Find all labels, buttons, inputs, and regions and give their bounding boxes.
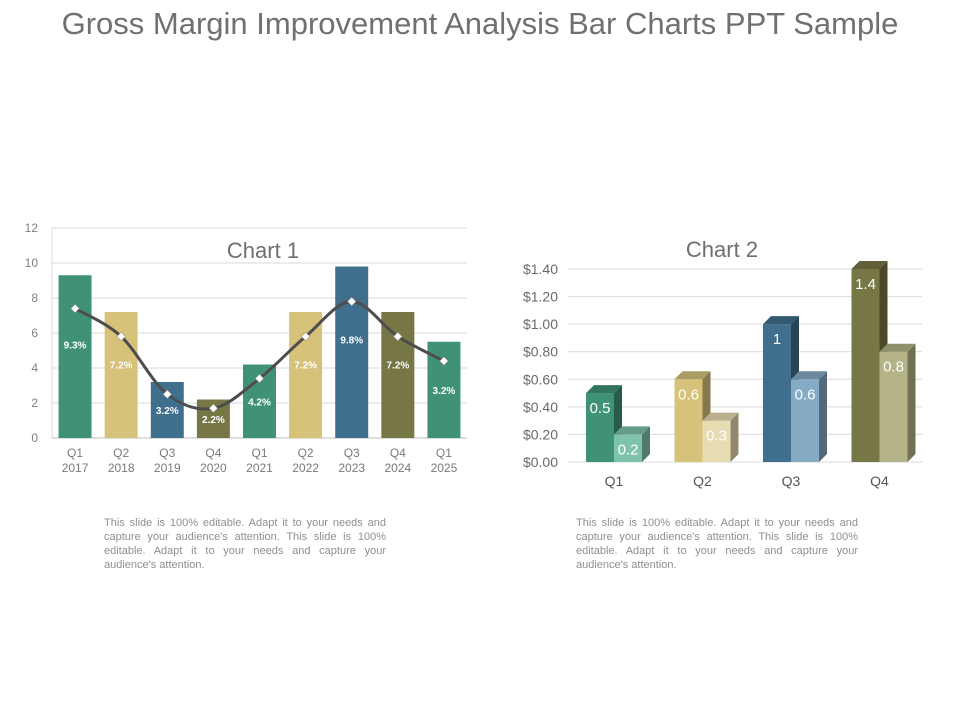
- bar-side: [730, 412, 739, 462]
- bar: [58, 275, 92, 438]
- trend-point: [301, 331, 311, 342]
- data-label: 0.5: [590, 400, 611, 417]
- x-tick-label: Q3: [782, 473, 801, 489]
- y-tick-label: $0.00: [523, 454, 558, 470]
- bar-top: [763, 316, 799, 325]
- bar-top: [702, 412, 739, 421]
- x-tick-label: 2021: [246, 461, 273, 475]
- chart-title: Chart 2: [686, 237, 758, 262]
- bar: [586, 393, 614, 462]
- x-tick-label: 2024: [384, 461, 411, 475]
- caption-left: This slide is 100% editable. Adapt it to…: [104, 517, 386, 571]
- bar-side: [907, 343, 916, 462]
- x-tick-label: Q1: [436, 446, 452, 460]
- chart-2: $0.00 $0.20 $0.40 $0.60 $0.80 $1.00 $1.20 $1.40…: [523, 237, 922, 489]
- trend-point: [393, 331, 403, 342]
- x-tick-label: 2020: [200, 461, 227, 475]
- y-tick-label: $1.20: [523, 289, 558, 305]
- x-tick-label: Q3: [159, 446, 175, 460]
- bar-top: [791, 371, 827, 380]
- y-tick-label: $0.40: [523, 399, 558, 415]
- data-label: 0.8: [883, 359, 904, 376]
- y-tick-label: 4: [31, 361, 38, 375]
- y-tick-label: 8: [31, 291, 38, 305]
- x-tick-label: Q1: [251, 446, 267, 460]
- trend-point: [254, 373, 265, 384]
- x-tick-label: Q4: [390, 446, 406, 460]
- data-label: 9.8%: [340, 336, 363, 347]
- y-tick-label: 2: [31, 396, 38, 410]
- x-tick-label: Q3: [344, 446, 360, 460]
- data-label: 0.6: [678, 386, 699, 403]
- data-label: 7.2%: [386, 361, 409, 372]
- data-label: 2.2%: [202, 415, 225, 426]
- bar: [851, 269, 880, 462]
- bar-top: [851, 261, 888, 269]
- data-label: 7.2%: [110, 361, 133, 372]
- y-tick-label: $0.80: [523, 344, 558, 360]
- bar: [381, 312, 415, 438]
- x-tick-label: Q2: [113, 446, 129, 460]
- trend-point: [162, 389, 172, 399]
- bar: [763, 324, 791, 462]
- x-tick-label: 2025: [431, 461, 458, 475]
- bar: [614, 434, 642, 462]
- trend-point: [439, 356, 449, 366]
- x-tick-label: Q1: [67, 446, 83, 460]
- data-label: 9.3%: [64, 340, 87, 351]
- x-tick-label: 2018: [108, 461, 135, 475]
- y-tick-label: $0.60: [523, 371, 558, 387]
- slide-title: Gross Margin Improvement Analysis Bar Ch…: [61, 6, 899, 41]
- x-tick-label: Q4: [205, 446, 221, 460]
- bar-top: [674, 371, 711, 380]
- data-label: 3.2%: [156, 406, 179, 417]
- y-tick-label: 12: [25, 221, 39, 235]
- bar: [879, 351, 908, 462]
- chart-1: 0 2 4 6 8 10 12 Chart 1 9.3% 7.2% 3.2% 2.2% 4.2% 7.2%…: [25, 221, 467, 475]
- caption-right: This slide is 100% editable. Adapt it to…: [576, 517, 858, 571]
- trend-point: [208, 403, 218, 413]
- data-label: 0.6: [795, 386, 816, 403]
- bar: [289, 312, 323, 438]
- x-tick-label: Q2: [298, 446, 314, 460]
- trend-point: [70, 303, 80, 314]
- trend-point: [116, 331, 126, 342]
- bar: [335, 266, 369, 438]
- data-label: 7.2%: [294, 361, 317, 372]
- data-label: 1: [773, 331, 781, 348]
- trend-point: [347, 296, 357, 307]
- y-tick-label: 10: [25, 256, 39, 270]
- data-label: 4.2%: [248, 397, 271, 408]
- data-label: 0.3: [706, 428, 727, 445]
- bar: [104, 312, 138, 438]
- x-tick-label: 2019: [154, 461, 181, 475]
- bar: [791, 379, 819, 462]
- bar-top: [586, 385, 622, 394]
- y-tick-label: 6: [31, 326, 38, 340]
- x-tick-label: Q2: [693, 473, 712, 489]
- y-tick-label: $0.20: [523, 426, 558, 442]
- data-label: 3.2%: [433, 386, 456, 397]
- bar-top: [614, 426, 650, 435]
- y-tick-label: $1.00: [523, 316, 558, 332]
- x-tick-label: 2023: [338, 461, 365, 475]
- x-tick-label: 2017: [62, 461, 89, 475]
- bar: [702, 420, 731, 462]
- bar: [674, 379, 703, 462]
- x-tick-label: 2022: [292, 461, 319, 475]
- bar-side: [819, 371, 827, 462]
- y-tick-label: 0: [31, 431, 38, 445]
- x-tick-label: Q4: [870, 473, 889, 489]
- y-tick-label: $1.40: [523, 261, 558, 277]
- x-tick-label: Q1: [605, 473, 624, 489]
- bar-top: [879, 343, 916, 352]
- bar-side: [642, 426, 650, 462]
- chart-title: Chart 1: [227, 238, 299, 263]
- data-label: 0.2: [618, 441, 639, 458]
- data-label: 1.4: [855, 276, 876, 293]
